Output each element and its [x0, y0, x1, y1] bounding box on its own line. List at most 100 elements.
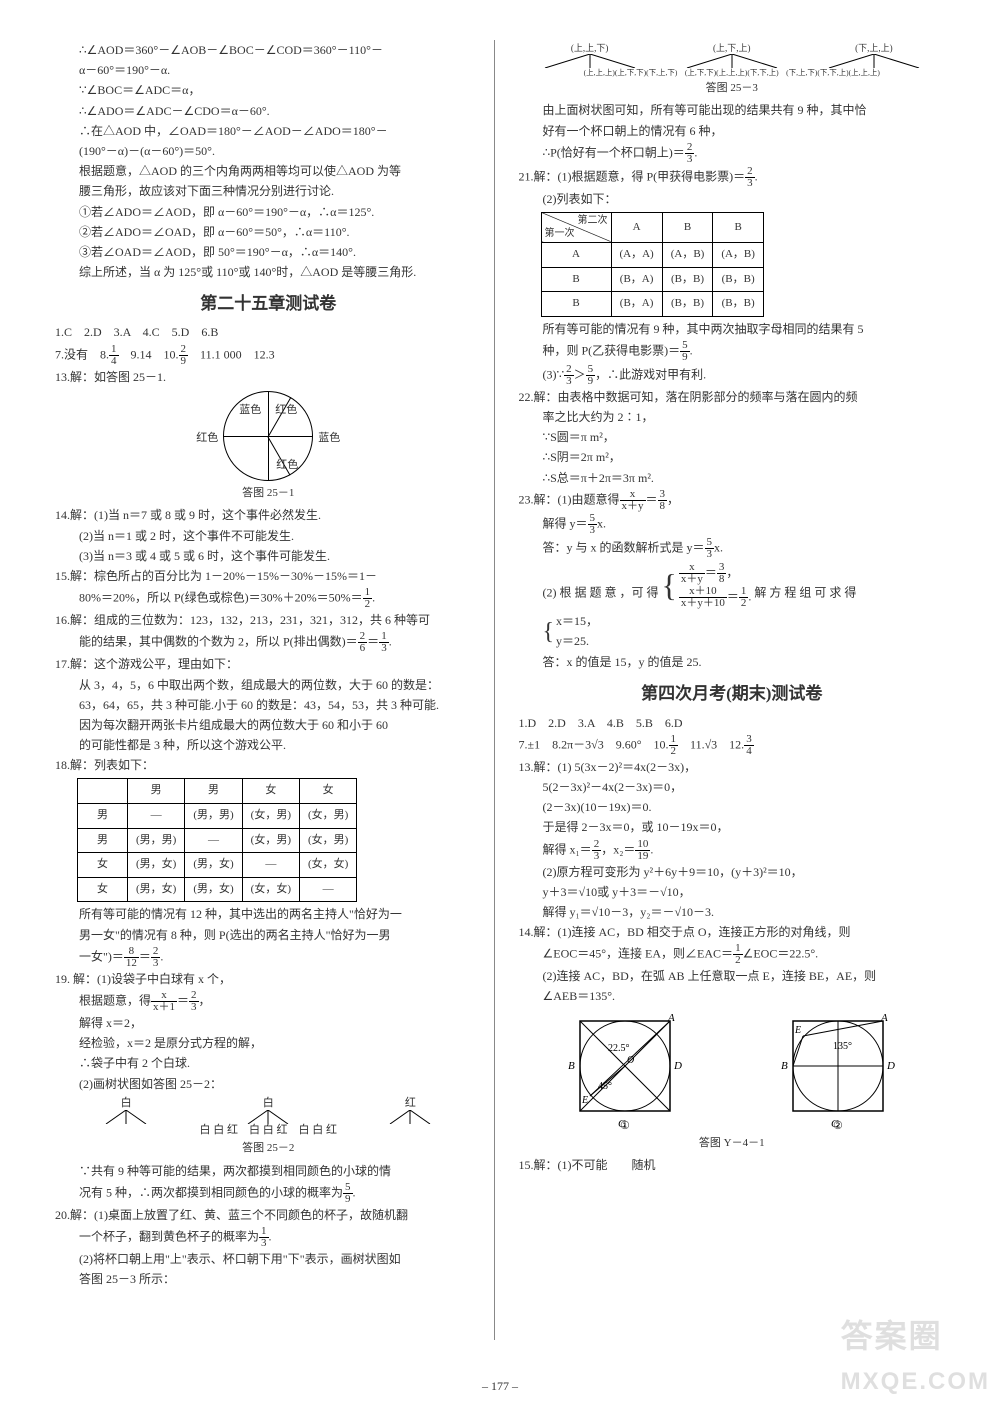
- text: ③若∠OAD＝∠AOD，即 50°＝190°－α，∴α＝140°.: [55, 243, 482, 262]
- text: ①若∠ADO＝∠AOD，即 α－60°＝190°－α，∴α＝125°.: [55, 203, 482, 222]
- q19-4: 经检验，x＝2 是原分式方程的解，: [55, 1034, 482, 1053]
- q17-1: 17.解：这个游戏公平，理由如下：: [55, 655, 482, 674]
- q22-3: ∵S圆＝π m²，: [519, 428, 946, 447]
- fig-25-3-caption: 答图 25－3: [519, 80, 946, 98]
- q16-1: 16.解：组成的三位数为：123，132，213，231，321，312，共 6…: [55, 611, 482, 630]
- q13f-8: 解得 y₁＝√10－3，y₂＝－√10－3.: [519, 903, 946, 922]
- q23-5: 答：x 的值是 15，y 的值是 25.: [519, 653, 946, 672]
- q23-4: (2) 根 据 题 意 ，可 得 { xx＋y＝38， x＋10x＋y＋10＝1…: [519, 561, 946, 610]
- page-number: – 177 –: [0, 1377, 1000, 1396]
- q22-5: ∴S总＝π＋2π＝3π m².: [519, 469, 946, 488]
- text: ②若∠ADO＝∠OAD，即 α－60°＝50°，∴α＝110°.: [55, 223, 482, 242]
- q14f-3: (2)连接 AC，BD，在弧 AB 上任意取一点 E，连接 BE，AE，则: [519, 967, 946, 986]
- chapter-25-title: 第二十五章测试卷: [55, 290, 482, 317]
- q20-4: 答图 25－3 所示：: [55, 1270, 482, 1289]
- q18-3: 男一女"的情况有 8 种，则 P(选出的两名主持人"恰好为一男: [55, 926, 482, 945]
- q13f-5: 解得 x₁＝23，x₂＝1019.: [519, 839, 946, 862]
- q14-3: (3)当 n＝3 或 4 或 5 或 6 时，这个事件可能发生.: [55, 547, 482, 566]
- table-21: 第二次第一次 A B B A(A，A)(A，B)(A，B)B(B，A)(B，B)…: [541, 212, 764, 317]
- pie-chart: 蓝色 红色 红色 蓝色 红色: [223, 391, 313, 481]
- svg-text:22.5°: 22.5°: [608, 1043, 630, 1054]
- q17-5: 的可能性都是 3 种，所以这个游戏公平.: [55, 736, 482, 755]
- text: 综上所述，当 α 为 125°或 110°或 140°时，△AOD 是等腰三角形…: [55, 263, 482, 282]
- q21-1: 21.解：(1)根据题意，得 P(甲获得电影票)＝23.: [519, 166, 946, 189]
- q19-3: 解得 x＝2，: [55, 1014, 482, 1033]
- svg-text:D: D: [673, 1060, 682, 1072]
- text: ∴∠ADO＝∠ADC－∠CDO＝α－60°.: [55, 102, 482, 121]
- q19-8: 况有 5 种，∴两次都摸到相同颜色的小球的概率为59.: [55, 1182, 482, 1205]
- q21-3: 所有等可能的情况有 9 种，其中两次抽取字母相同的结果有 5: [519, 320, 946, 339]
- q13f-7: y＋3＝√10或 y＋3＝－√10，: [519, 883, 946, 902]
- q13f-2: 5(2－3x)²－4x(2－3x)＝0，: [519, 778, 946, 797]
- text: ∴∠AOD＝360°－∠AOB－∠BOC－∠COD＝360°－110°－: [55, 41, 482, 60]
- fig-25-2-caption: 答图 25－2: [55, 1140, 482, 1158]
- q20-1: 20.解：(1)桌面上放置了红、黄、蓝三个不同颜色的杯子，故随机翻: [55, 1206, 482, 1225]
- q15-2: 80%＝20%，所以 P(绿色或棕色)＝30%＋20%＝50%＝12.: [55, 587, 482, 610]
- q13f-6: (2)原方程可变形为 y²＋6y＋9＝10，(y＋3)²＝10，: [519, 863, 946, 882]
- svg-text:①: ①: [620, 1120, 630, 1131]
- q7-12: 7.没有 8.14 9.14 10.29 11.1 000 12.3: [55, 344, 482, 367]
- text: 根据题意，△AOD 的三个内角两两相等均可以使△AOD 为等: [55, 162, 482, 181]
- svg-text:D: D: [886, 1060, 895, 1072]
- geometry-figures: A B C D O E 22.5° 45° ① A: [519, 1011, 946, 1131]
- tree-20: (上,上,下) (上,下,上) (下,上,上) (上,上,上)(上,下,下)(下…: [519, 43, 946, 77]
- q19-5: ∴袋子中有 2 个白球.: [55, 1054, 482, 1073]
- table-18: 男男女女 男—(男，男)(女，男)(女，男)男(男，男)—(女，男)(女，男)女…: [77, 778, 357, 902]
- q13: 13.解：如答图 25－1.: [55, 368, 482, 387]
- q15f: 15.解：(1)不可能 随机: [519, 1156, 946, 1175]
- q22-2: 率之比大约为 2∶1，: [519, 408, 946, 427]
- q18-4: 一女")＝812＝23.: [55, 946, 482, 969]
- svg-text:A: A: [667, 1012, 675, 1024]
- q19-6: (2)画树状图如答图 25－2：: [55, 1075, 482, 1094]
- q17-2: 从 3，4，5，6 中取出两个数，组成最大的两位数，大于 60 的数是：: [55, 676, 482, 695]
- tree-19: 白 白 红 白 白 红 白 白 红 白 白 红: [55, 1097, 482, 1137]
- text: ∴在△AOD 中，∠OAD＝180°－∠AOD－∠ADO＝180°－: [55, 122, 482, 141]
- q19-7: ∵共有 9 种等可能的结果，两次都摸到相同颜色的小球的情: [55, 1162, 482, 1181]
- q14f-4: ∠AEB＝135°.: [519, 987, 946, 1006]
- geo-fig-2: A B C D E 135° ②: [773, 1011, 903, 1131]
- q13f-1: 13.解：(1) 5(3x－2)²＝4x(2－3x)，: [519, 758, 946, 777]
- q20-7: ∴P(恰好有一个杯口朝上)＝23.: [519, 142, 946, 165]
- q18-2: 所有等可能的情况有 12 种，其中选出的两名主持人"恰好为一: [55, 905, 482, 924]
- q23-2: 解得 y＝53x.: [519, 513, 946, 536]
- svg-text:B: B: [568, 1060, 575, 1072]
- q20-2: 一个杯子，翻到黄色杯子的概率为13.: [55, 1226, 482, 1249]
- q14-1: 14.解：(1)当 n＝7 或 8 或 9 时，这个事件必然发生.: [55, 506, 482, 525]
- text: 腰三角形，故应该对下面三种情况分别进行讨论.: [55, 182, 482, 201]
- mc-final: 1.D 2.D 3.A 4.B 5.B 6.D: [519, 714, 946, 733]
- q21-5: (3)∵23＞59，∴此游戏对甲有利.: [519, 364, 946, 387]
- q20-6: 好有一个杯口朝上的情况有 6 种，: [519, 122, 946, 141]
- text: ∵∠BOC＝∠ADC＝α，: [55, 81, 482, 100]
- q7-12-final: 7.±1 8.2π－3√3 9.60° 10.12 11.√3 12.34: [519, 734, 946, 757]
- fig-y4-1-caption: 答图 Y－4－1: [519, 1135, 946, 1153]
- fig-25-1-caption: 答图 25－1: [55, 485, 482, 503]
- q21-4: 种，则 P(乙获得电影票)＝59.: [519, 340, 946, 363]
- left-column: ∴∠AOD＝360°－∠AOB－∠BOC－∠COD＝360°－110°－ α－6…: [55, 40, 495, 1340]
- q19-1: 19. 解：(1)设袋子中白球有 x 个，: [55, 970, 482, 989]
- svg-text:E: E: [794, 1025, 801, 1036]
- svg-text:135°: 135°: [833, 1041, 852, 1052]
- q23-1: 23.解：(1)由题意得xx＋y＝38，: [519, 489, 946, 512]
- q15-1: 15.解：棕色所占的百分比为 1－20%－15%－30%－15%＝1－: [55, 567, 482, 586]
- q17-3: 63，64，65，共 3 种可能.小于 60 的数是：43，54，53，共 3 …: [55, 696, 482, 715]
- q14f-2: ∠EOC＝45°，连接 EA，则∠EAC＝12∠EOC＝22.5°.: [519, 943, 946, 966]
- q14-2: (2)当 n＝1 或 2 时，这个事件不可能发生.: [55, 527, 482, 546]
- text: α－60°＝190°－α.: [55, 61, 482, 80]
- q13f-3: (2－3x)(10－19x)＝0.: [519, 798, 946, 817]
- svg-text:A: A: [880, 1012, 888, 1024]
- q20-3: (2)将杯口朝上用"上"表示、杯口朝下用"下"表示，画树状图如: [55, 1250, 482, 1269]
- q22-1: 22.解：由表格中数据可知，落在阴影部分的频率与落在圆内的频: [519, 388, 946, 407]
- svg-text:45°: 45°: [598, 1081, 612, 1092]
- svg-text:E: E: [581, 1095, 588, 1106]
- q23-3: 答：y 与 x 的函数解析式是 y＝53x.: [519, 537, 946, 560]
- right-column: (上,上,下) (上,下,上) (下,上,上) (上,上,上)(上,下,下)(下…: [515, 40, 946, 1340]
- mc-answers: 1.C 2.D 3.A 4.C 5.D 6.B: [55, 323, 482, 342]
- svg-text:O: O: [627, 1055, 634, 1066]
- text: (190°－α)－(α－60°)＝50°.: [55, 142, 482, 161]
- chapter-final-title: 第四次月考(期末)测试卷: [519, 680, 946, 707]
- q18-1: 18.解：列表如下：: [55, 756, 482, 775]
- q17-4: 因为每次翻开两张卡片组成最大的两位数大于 60 和小于 60: [55, 716, 482, 735]
- q13f-4: 于是得 2－3x＝0，或 10－19x＝0，: [519, 818, 946, 837]
- geo-fig-1: A B C D O E 22.5° 45° ①: [560, 1011, 690, 1131]
- q20-5: 由上面树状图可知，所有等可能出现的结果共有 9 种，其中恰: [519, 101, 946, 120]
